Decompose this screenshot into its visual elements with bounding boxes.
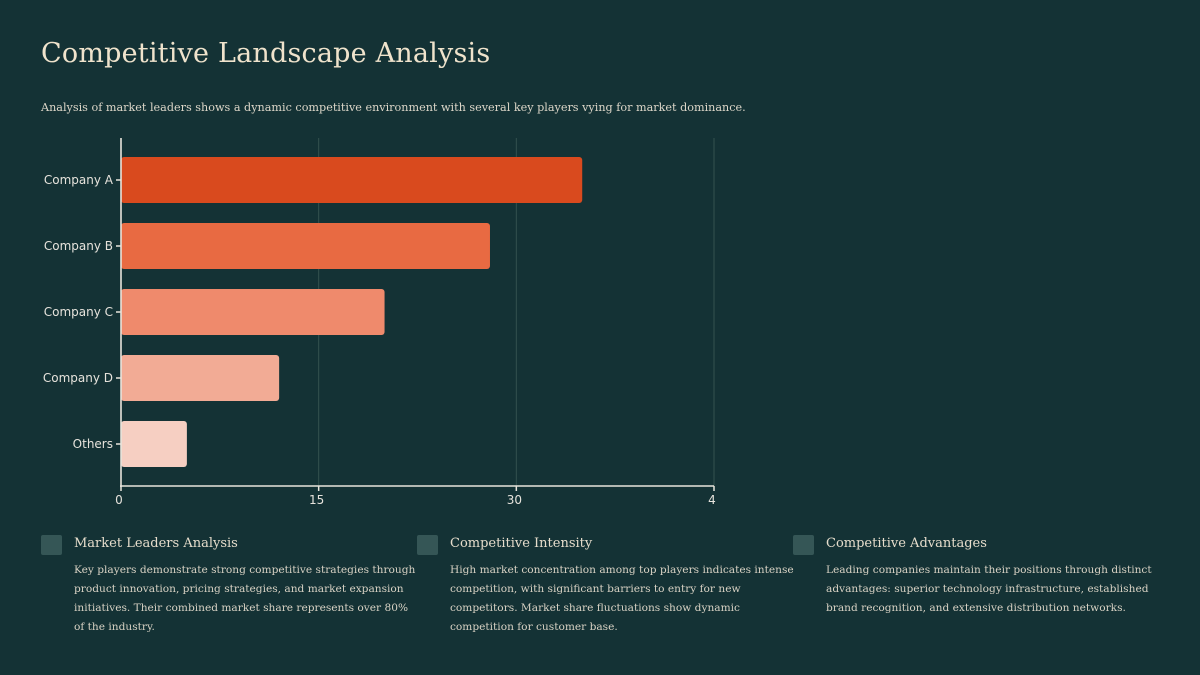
card-marker-icon: [41, 535, 62, 555]
card-body: High market concentration among top play…: [450, 564, 794, 633]
card-title: Competitive Intensity: [450, 536, 593, 551]
card-body: Leading companies maintain their positio…: [826, 564, 1152, 614]
y-axis-label: Company B: [44, 239, 113, 253]
y-axis-label: Others: [73, 437, 113, 451]
y-axis-label: Company A: [44, 173, 114, 187]
page-title: Competitive Landscape Analysis: [41, 38, 491, 69]
y-axis-label: Company D: [43, 371, 113, 385]
page-subtitle: Analysis of market leaders shows a dynam…: [41, 101, 746, 114]
card-title: Competitive Advantages: [826, 536, 987, 551]
bar-company-a: [121, 157, 583, 203]
y-axis-label: Company C: [44, 305, 113, 319]
x-axis-label: 15: [309, 493, 324, 507]
card-title: Market Leaders Analysis: [74, 536, 238, 551]
x-axis-label: 0: [115, 493, 123, 507]
card-marker-icon: [793, 535, 814, 555]
bar-company-c: [121, 289, 385, 335]
bar-others: [121, 421, 187, 467]
card-marker-icon: [417, 535, 438, 555]
market-share-bar-chart: Company A Company B Company C Company D Othe…: [0, 0, 760, 520]
x-axis-label: 30: [507, 493, 522, 507]
bar-company-b: [121, 223, 490, 269]
bar-company-d: [121, 355, 280, 401]
chart-canvas: Company A Company B Company C Company D Othe…: [43, 138, 716, 507]
x-axis-label: 4: [708, 493, 716, 507]
card-body: Key players demonstrate strong competiti…: [74, 564, 416, 633]
